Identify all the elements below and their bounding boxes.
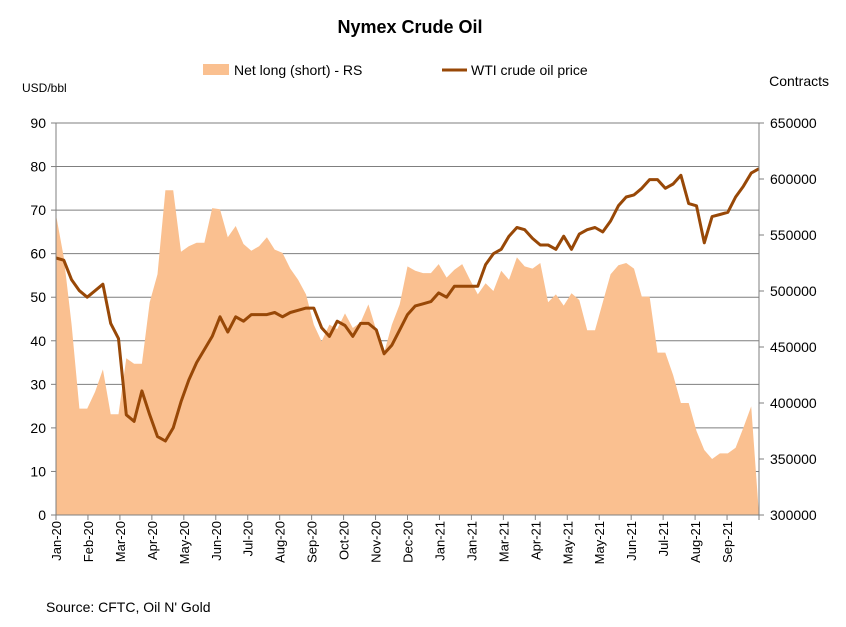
x-tick-label: Aug-21 bbox=[688, 521, 703, 563]
x-tick-label: Jul-20 bbox=[241, 521, 256, 556]
x-tick-label: May-21 bbox=[560, 521, 575, 564]
x-tick-label: Jun-20 bbox=[209, 521, 224, 561]
right-tick-label: 550000 bbox=[770, 227, 817, 243]
legend-label-net-long: Net long (short) - RS bbox=[234, 62, 362, 78]
x-tick-label: May-20 bbox=[177, 521, 192, 564]
left-tick-label: 10 bbox=[30, 463, 46, 479]
right-axis-ticks: 300000 350000 400000 450000 500000 550000 6000… bbox=[759, 115, 817, 523]
x-tick-label: Apr-20 bbox=[145, 521, 160, 560]
right-tick-label: 350000 bbox=[770, 451, 817, 467]
x-tick-label: Feb-20 bbox=[81, 521, 96, 562]
left-tick-label: 40 bbox=[30, 333, 46, 349]
x-tick-label: Jun-21 bbox=[624, 521, 639, 561]
x-tick-label: Sep-20 bbox=[305, 521, 320, 563]
x-tick-label: Dec-20 bbox=[401, 521, 416, 563]
x-tick-label: Aug-20 bbox=[273, 521, 288, 563]
left-tick-label: 90 bbox=[30, 115, 46, 131]
wti-price-line-series bbox=[55, 167, 760, 443]
left-tick-label: 60 bbox=[30, 246, 46, 262]
x-tick-label: May-21 bbox=[592, 521, 607, 564]
left-tick-label: 80 bbox=[30, 159, 46, 175]
right-tick-label: 400000 bbox=[770, 395, 817, 411]
legend-swatch-net-long bbox=[203, 64, 229, 75]
x-tick-label: Apr-21 bbox=[528, 521, 543, 560]
chart-title: Nymex Crude Oil bbox=[337, 17, 482, 37]
x-tick-label: Mar-21 bbox=[496, 521, 511, 562]
net-long-area-series bbox=[56, 190, 759, 515]
x-tick-label: Sep-21 bbox=[720, 521, 735, 563]
source-note: Source: CFTC, Oil N' Gold bbox=[46, 599, 211, 615]
right-tick-label: 300000 bbox=[770, 507, 817, 523]
left-tick-label: 30 bbox=[30, 376, 46, 392]
right-tick-label: 600000 bbox=[770, 171, 817, 187]
left-tick-label: 50 bbox=[30, 289, 46, 305]
x-tick-label: Nov-20 bbox=[369, 521, 384, 563]
net-long-area bbox=[56, 190, 759, 515]
x-tick-label: Mar-20 bbox=[113, 521, 128, 562]
legend: Net long (short) - RS WTI crude oil pric… bbox=[203, 62, 588, 78]
x-tick-label: Jul-21 bbox=[656, 521, 671, 556]
legend-label-wti: WTI crude oil price bbox=[471, 62, 588, 78]
left-tick-label: 0 bbox=[38, 507, 46, 523]
left-axis-label: USD/bbl bbox=[22, 81, 67, 95]
x-tick-label: Jan-20 bbox=[49, 521, 64, 561]
right-tick-label: 500000 bbox=[770, 283, 817, 299]
right-tick-label: 650000 bbox=[770, 115, 817, 131]
x-axis-ticks: Jan-20 Feb-20 Mar-20 Apr-20 May-20 Jun-20 Jul-… bbox=[49, 515, 760, 564]
right-tick-label: 450000 bbox=[770, 339, 817, 355]
right-axis-label: Contracts bbox=[769, 73, 829, 89]
x-tick-label: Jan-21 bbox=[432, 521, 447, 561]
wti-price-line bbox=[55, 167, 760, 443]
x-tick-label: Oct-20 bbox=[337, 521, 352, 560]
left-tick-label: 20 bbox=[30, 420, 46, 436]
x-tick-label: Jan-21 bbox=[464, 521, 479, 561]
left-tick-label: 70 bbox=[30, 202, 46, 218]
left-axis-ticks: 0 10 20 30 40 50 60 70 80 90 bbox=[30, 115, 56, 523]
